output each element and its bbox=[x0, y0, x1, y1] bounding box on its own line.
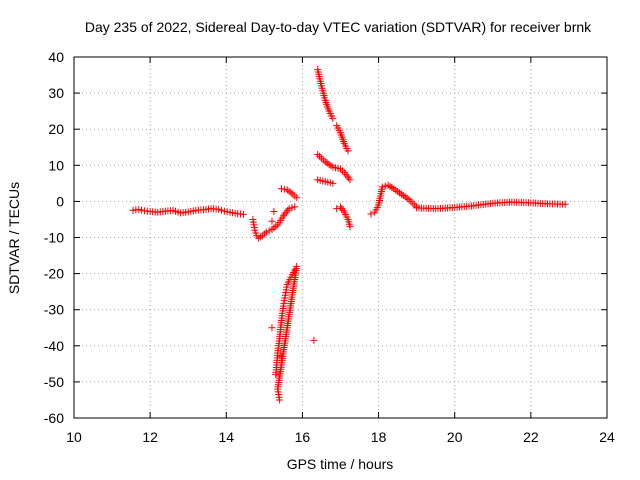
data-point bbox=[346, 176, 354, 184]
data-point-outlier bbox=[277, 353, 285, 361]
data-point bbox=[265, 227, 273, 235]
y-tick-label: 20 bbox=[48, 121, 64, 137]
data-point bbox=[329, 179, 337, 187]
y-tick-label: 30 bbox=[48, 85, 64, 101]
data-point bbox=[281, 210, 289, 218]
data-point bbox=[346, 223, 354, 231]
data-point bbox=[284, 206, 292, 214]
data-point bbox=[277, 185, 285, 193]
data-point bbox=[293, 194, 301, 202]
y-tick-label: -30 bbox=[44, 302, 64, 318]
y-tick-label: -40 bbox=[44, 338, 64, 354]
data-point bbox=[262, 228, 270, 236]
grid-layer bbox=[74, 57, 607, 418]
data-point bbox=[215, 205, 223, 213]
data-point bbox=[135, 205, 143, 213]
data-point bbox=[282, 208, 290, 216]
data-point bbox=[285, 205, 293, 213]
y-tick-label: -20 bbox=[44, 266, 64, 282]
data-point bbox=[378, 183, 386, 191]
data-point bbox=[344, 147, 352, 155]
data-point bbox=[329, 114, 337, 122]
data-points-layer bbox=[129, 66, 569, 404]
data-point bbox=[291, 266, 299, 274]
plot-frame bbox=[73, 56, 608, 419]
x-tick-label: 22 bbox=[523, 429, 539, 445]
data-point bbox=[338, 205, 346, 213]
y-tick-label: -50 bbox=[44, 374, 64, 390]
data-point bbox=[279, 212, 287, 220]
y-tick-label: -10 bbox=[44, 230, 64, 246]
y-tick-label: 40 bbox=[48, 49, 64, 65]
data-point bbox=[218, 206, 226, 214]
y-tick-label: 10 bbox=[48, 157, 64, 173]
data-point bbox=[345, 174, 353, 182]
data-point-outlier bbox=[310, 336, 318, 344]
data-point-outlier bbox=[268, 324, 276, 332]
data-point bbox=[342, 170, 350, 178]
x-tick-label: 16 bbox=[295, 429, 311, 445]
x-tick-label: 12 bbox=[142, 429, 158, 445]
data-point bbox=[561, 200, 569, 208]
data-point bbox=[138, 206, 146, 214]
data-point bbox=[129, 206, 137, 214]
data-point-outlier bbox=[270, 208, 278, 216]
data-point bbox=[291, 203, 299, 211]
data-point-outlier bbox=[268, 217, 276, 225]
data-point bbox=[340, 169, 348, 177]
data-point bbox=[288, 204, 296, 212]
data-point bbox=[339, 206, 347, 214]
tick-layer: 10 12 14 16 18 20 22 24 -60 -50 -40 -30 -20 -10 0 10 20 3… bbox=[44, 49, 615, 445]
data-point bbox=[223, 208, 231, 216]
chart-title: Day 235 of 2022, Sidereal Day-to-day VTE… bbox=[85, 19, 592, 35]
x-tick-label: 10 bbox=[66, 429, 82, 445]
x-tick-label: 18 bbox=[371, 429, 387, 445]
data-point bbox=[220, 207, 228, 215]
x-tick-label: 24 bbox=[599, 429, 615, 445]
data-point bbox=[367, 210, 375, 218]
x-axis-label: GPS time / hours bbox=[287, 456, 394, 472]
y-tick-label: 0 bbox=[56, 193, 64, 209]
data-point bbox=[337, 203, 344, 211]
x-tick-label: 20 bbox=[447, 429, 463, 445]
y-tick-label: -60 bbox=[44, 410, 64, 426]
data-point bbox=[276, 396, 284, 404]
data-point bbox=[343, 172, 351, 180]
y-axis-label: SDTVAR / TECUs bbox=[6, 182, 22, 294]
data-point bbox=[239, 210, 247, 218]
data-point bbox=[280, 185, 288, 193]
x-tick-label: 14 bbox=[218, 429, 234, 445]
